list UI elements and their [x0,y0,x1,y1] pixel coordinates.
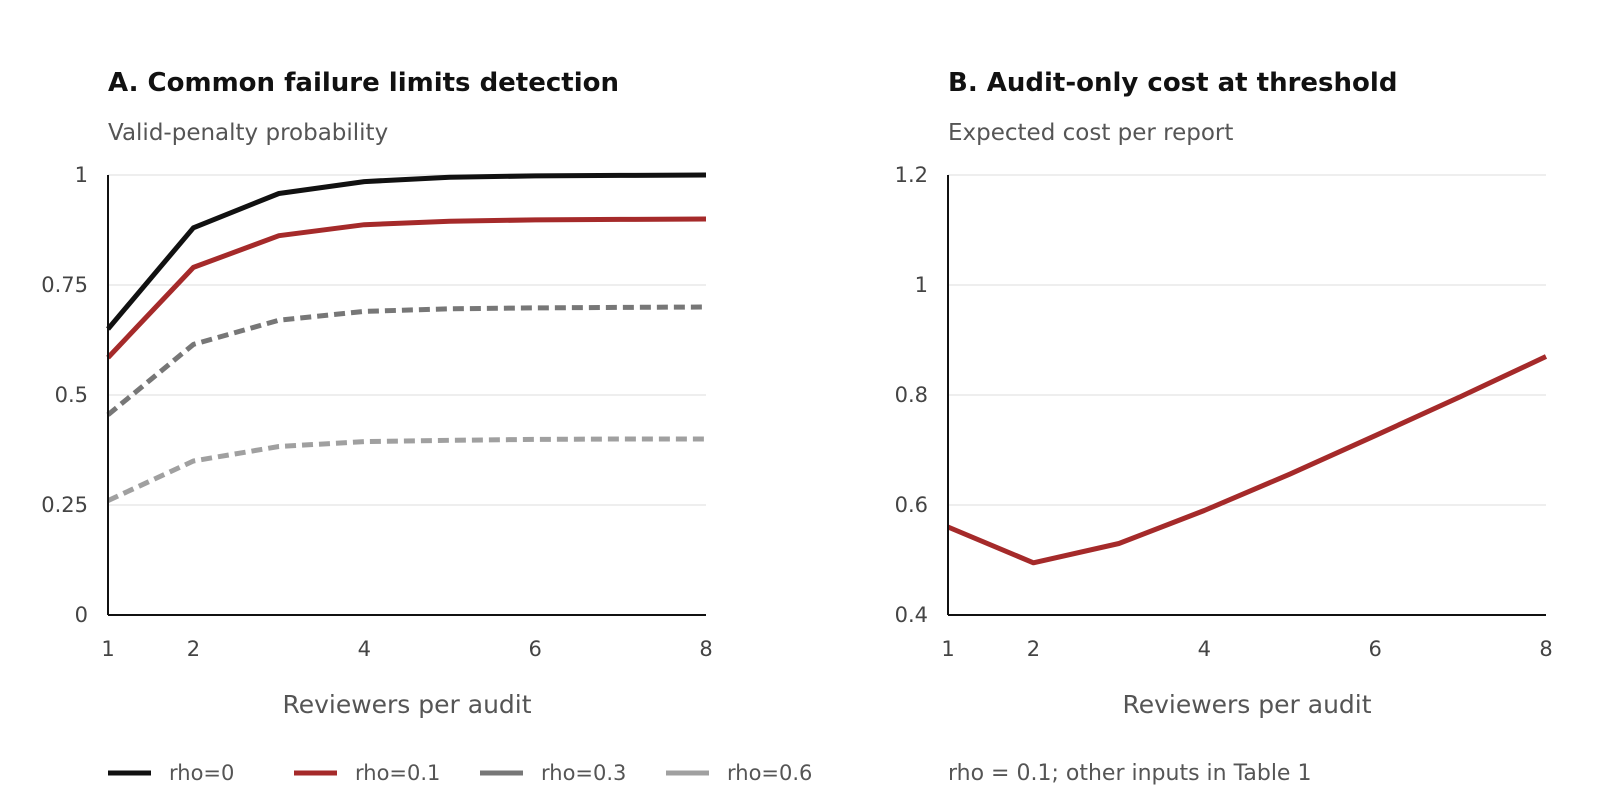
panel-b-x-tick-label: 1 [941,637,954,661]
panel-b-x-tick-label: 2 [1027,637,1040,661]
legend-label-3: rho=0.6 [727,761,812,785]
legend-label-1: rho=0.1 [355,761,440,785]
panel-b-y-tick-label: 0.8 [895,383,928,407]
panel-a-series-line-2 [106,304,707,417]
panel-b-y-tick-label: 1.2 [895,163,928,187]
panel-b-note: rho = 0.1; other inputs in Table 1 [948,761,1311,786]
legend-label-2: rho=0.3 [541,761,626,785]
panel-b-x-label: Reviewers per audit [1122,690,1371,719]
legend-label-0: rho=0 [169,761,234,785]
panel-a-x-tick-label: 8 [699,637,712,661]
panel-a-y-tick-label: 0.75 [41,273,88,297]
panel-b-x-tick-label: 8 [1539,637,1552,661]
panel-a-x-tick-label: 4 [358,637,371,661]
panel-a-subtitle: Valid-penalty probability [108,120,388,146]
panel-a-x-tick-label: 6 [528,637,541,661]
panel-a-legend: rho=0 rho=0.1 rho=0.3 rho=0.6 [108,761,812,785]
panel-a-y-tick-label: 1 [75,163,88,187]
panel-b-title: B. Audit-only cost at threshold [948,68,1397,98]
panel-b-series-line-0 [947,354,1548,566]
panel-b-x-tick-label: 4 [1198,637,1211,661]
panel-a-y-tick-label: 0.5 [55,383,88,407]
panel-b-x-tick-label: 6 [1368,637,1381,661]
panel-a-x-label: Reviewers per audit [282,690,531,719]
panel-a-x-tick-label: 2 [187,637,200,661]
panel-b-subtitle: Expected cost per report [948,120,1233,146]
panel-a-y-tick-label: 0 [75,603,88,627]
panel-a-chart: A. Common failure limits detection Valid… [41,68,812,785]
panel-b-chart: B. Audit-only cost at threshold Expected… [895,68,1553,786]
panel-a-x-tick-label: 1 [101,637,114,661]
panel-a-title: A. Common failure limits detection [108,68,619,98]
panel-a-y-tick-label: 0.25 [41,493,88,517]
panel-a-series-line-3 [106,436,706,503]
panel-b-y-tick-label: 0.6 [895,493,928,517]
panel-b-y-tick-label: 0.4 [895,603,928,627]
panel-a-series-line-1 [106,216,707,360]
panel-a-series-line-0 [106,172,707,331]
panel-b-y-tick-label: 1 [915,273,928,297]
